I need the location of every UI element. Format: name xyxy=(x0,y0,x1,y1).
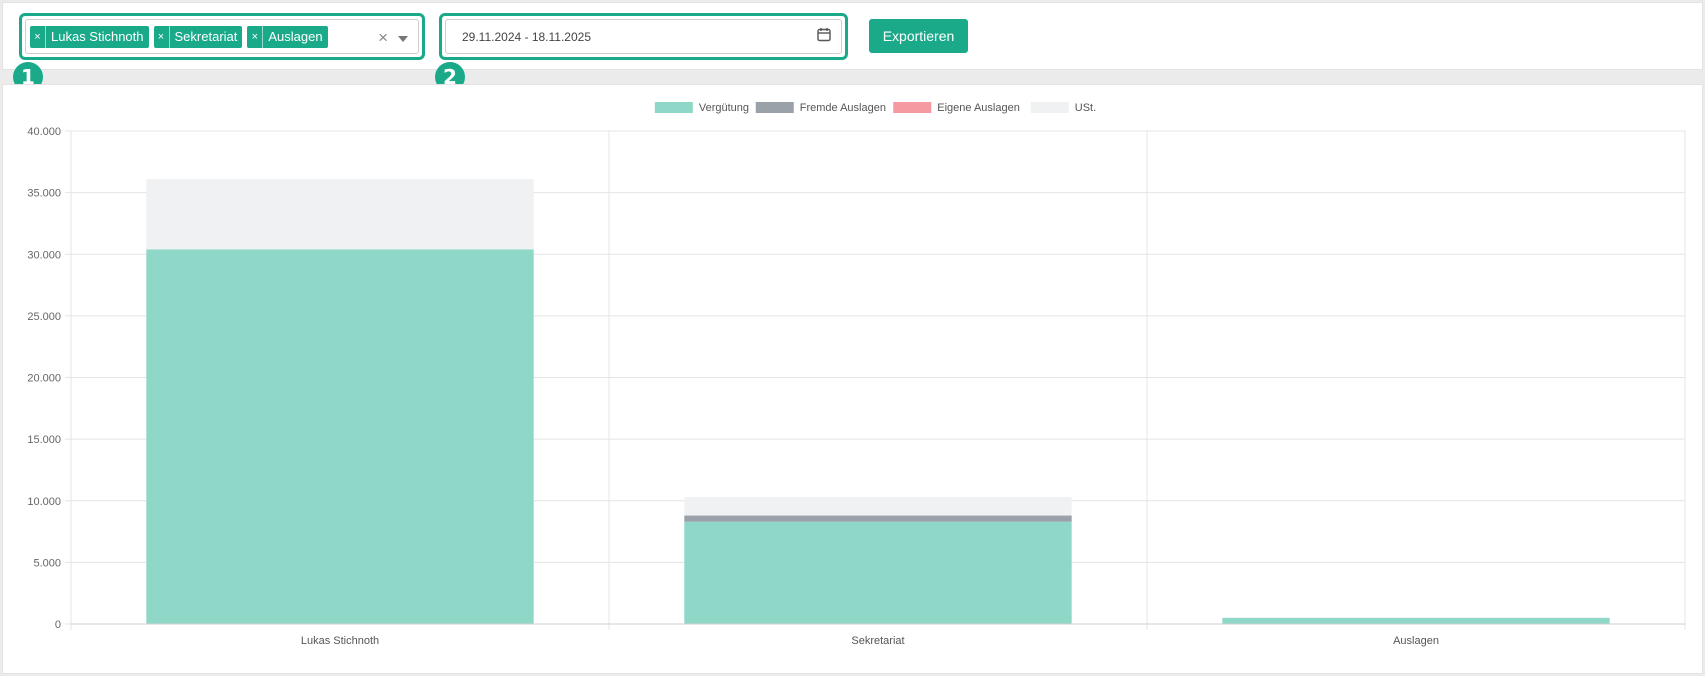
tag-label: Sekretariat xyxy=(174,29,238,44)
remove-tag-icon[interactable]: × xyxy=(154,25,170,48)
x-tick-label: Sekretariat xyxy=(851,635,904,647)
legend-swatch xyxy=(1030,102,1069,113)
y-tick-label: 15.000 xyxy=(27,434,61,446)
chevron-down-icon[interactable] xyxy=(398,36,408,42)
remove-tag-icon[interactable]: × xyxy=(30,25,46,48)
legend-label: USt. xyxy=(1075,102,1096,114)
category-multiselect[interactable]: × Lukas Stichnoth × Sekretariat × Auslag… xyxy=(19,13,425,60)
x-tick-label: Auslagen xyxy=(1393,635,1439,647)
legend-label: Fremde Auslagen xyxy=(800,102,886,114)
y-tick-label: 25.000 xyxy=(27,311,61,323)
calendar-icon[interactable] xyxy=(817,27,831,45)
stacked-bar-chart: 0 5.000 10.000 15.000 20.000 25.000 30.000 35.0… xyxy=(27,102,1686,647)
export-button[interactable]: Exportieren xyxy=(869,19,968,53)
multiselect-field[interactable]: × Lukas Stichnoth × Sekretariat × Auslag… xyxy=(25,19,419,54)
legend-label: Vergütung xyxy=(699,102,749,114)
bar-segment xyxy=(684,515,1072,522)
date-range-picker[interactable]: 29.11.2024 - 18.11.2025 xyxy=(439,13,848,60)
remove-tag-icon[interactable]: × xyxy=(247,25,264,48)
legend-label: Eigene Auslagen xyxy=(937,102,1020,114)
clear-all-icon[interactable]: × xyxy=(378,28,388,47)
y-tick-label: 10.000 xyxy=(27,496,61,508)
bar-segment xyxy=(684,497,1072,516)
tag-label: Lukas Stichnoth xyxy=(51,29,144,44)
bar-segment xyxy=(684,521,1072,624)
bar-segment xyxy=(1222,617,1610,624)
y-tick-label: 40.000 xyxy=(27,126,61,138)
tag-label: Auslagen xyxy=(268,29,323,44)
chart-panel: 0 5.000 10.000 15.000 20.000 25.000 30.000 35.0… xyxy=(2,84,1703,674)
selected-tag: × Auslagen xyxy=(247,25,328,48)
selected-tag: × Lukas Stichnoth xyxy=(30,25,149,48)
legend-swatch xyxy=(755,102,794,113)
y-tick-label: 20.000 xyxy=(27,373,61,385)
y-tick-label: 5.000 xyxy=(33,557,61,569)
bar-segment xyxy=(146,249,534,624)
date-range-value: 29.11.2024 - 18.11.2025 xyxy=(462,29,591,44)
filter-toolbar: × Lukas Stichnoth × Sekretariat × Auslag… xyxy=(2,2,1703,70)
bar-segment xyxy=(146,179,534,250)
selected-tag: × Sekretariat xyxy=(153,25,243,48)
date-range-input[interactable]: 29.11.2024 - 18.11.2025 xyxy=(445,19,842,54)
x-tick-label: Lukas Stichnoth xyxy=(301,635,379,647)
y-tick-label: 30.000 xyxy=(27,249,61,261)
legend-swatch xyxy=(893,102,932,113)
legend-swatch xyxy=(654,102,693,113)
y-tick-label: 0 xyxy=(55,619,61,631)
y-tick-label: 35.000 xyxy=(27,188,61,200)
